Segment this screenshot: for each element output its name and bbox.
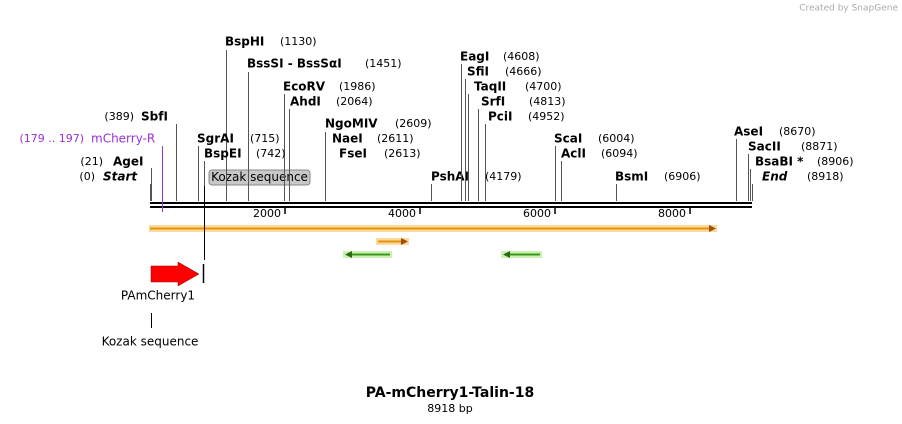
site-position: (179 .. 197) xyxy=(19,132,84,145)
site-position: (6906) xyxy=(664,170,701,183)
site-name: FseI xyxy=(339,147,367,161)
site-name: SrfI xyxy=(481,95,505,109)
site-position: (1986) xyxy=(339,80,376,93)
pamcherry-arrow xyxy=(150,261,200,287)
site-position: (8918) xyxy=(807,170,844,183)
site-name: ScaI xyxy=(554,132,582,146)
site-position: (1130) xyxy=(280,35,317,48)
site-name: EagI xyxy=(460,50,489,64)
site-name: SbfI xyxy=(141,110,168,124)
site-position: (8871) xyxy=(801,140,838,153)
site-name: NaeI xyxy=(332,132,363,146)
site-name: BspHI xyxy=(225,35,264,49)
tick-label: 2000 xyxy=(253,207,281,220)
watermark: Created by SnapGene xyxy=(799,4,898,14)
site-position: (2609) xyxy=(395,117,432,130)
site-name: PshAI xyxy=(431,170,469,184)
site-name: BsaBI * xyxy=(755,155,804,169)
site-position: (4813) xyxy=(529,95,566,108)
site-name: mCherry-R xyxy=(91,132,155,146)
site-name: BssSI - BssSαI xyxy=(247,57,342,71)
arrowhead xyxy=(401,238,408,245)
site-position: (6004) xyxy=(598,132,635,145)
site-position: (389) xyxy=(104,110,134,123)
site-position: (4666) xyxy=(505,65,542,78)
arrowhead xyxy=(345,251,352,258)
arrowhead xyxy=(503,251,510,258)
tick-label: 6000 xyxy=(523,207,551,220)
site-name: End xyxy=(762,170,788,184)
site-position: (715) xyxy=(250,132,280,145)
tick-label: 4000 xyxy=(388,207,416,220)
arrowhead xyxy=(709,225,716,232)
features xyxy=(149,225,717,328)
site-name: NgoMIV xyxy=(325,117,378,131)
site-position: (4952) xyxy=(528,110,565,123)
site-position: (4179) xyxy=(485,170,522,183)
site-name: Start xyxy=(103,170,138,184)
site-position: (2613) xyxy=(384,147,421,160)
site-name: SgrAI xyxy=(197,132,234,146)
site-position: (742) xyxy=(256,147,286,160)
site-name: AgeI xyxy=(113,155,143,169)
feature-label: PAmCherry1 xyxy=(121,289,195,303)
site-name: BsmI xyxy=(615,170,648,184)
tick-label: 8000 xyxy=(658,207,686,220)
site-position: (0) xyxy=(79,170,95,183)
site-position: (8670) xyxy=(779,125,816,138)
kozak-box-label: Kozak sequence xyxy=(211,170,308,184)
site-name: BspEI xyxy=(204,147,242,161)
title: PA-mCherry1-Talin-18 xyxy=(366,385,534,401)
site-position: (2064) xyxy=(336,95,373,108)
site-name: PciI xyxy=(488,110,513,124)
site-name: AhdI xyxy=(290,95,321,109)
subtitle: 8918 bp xyxy=(427,402,472,415)
site-name: TaqII xyxy=(474,80,506,94)
site-position: (1451) xyxy=(365,57,402,70)
site-position: (6094) xyxy=(601,147,638,160)
site-name: AseI xyxy=(734,125,763,139)
site-position: (21) xyxy=(80,155,103,168)
site-position: (4700) xyxy=(525,80,562,93)
site-name: SfiI xyxy=(467,65,489,79)
site-position: (4608) xyxy=(503,50,540,63)
feature-label: Kozak sequence xyxy=(102,335,199,349)
site-position: (2611) xyxy=(377,132,414,145)
site-position: (8906) xyxy=(817,155,854,168)
site-name: AclI xyxy=(561,147,586,161)
site-name: SacII xyxy=(748,140,781,154)
site-name: EcoRV xyxy=(283,80,326,94)
